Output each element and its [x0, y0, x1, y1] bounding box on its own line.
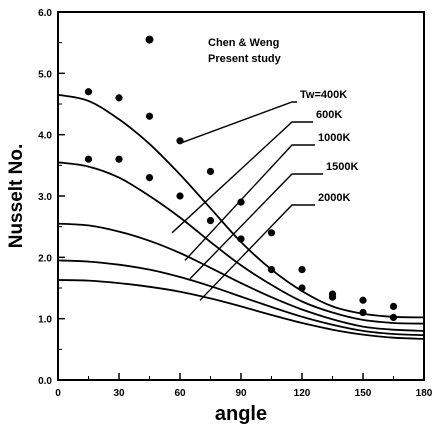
series-label: 1000K — [318, 132, 350, 144]
series-label: 2000K — [318, 192, 350, 204]
y-tick-label: 5.0 — [38, 69, 52, 80]
data-point — [145, 112, 154, 120]
y-tick-label: 2.0 — [38, 253, 52, 264]
data-point — [145, 174, 154, 182]
y-tick-label: 1.0 — [38, 315, 52, 326]
x-tick-label: 180 — [416, 388, 432, 399]
series-line — [57, 161, 425, 325]
annotation-leader — [179, 101, 297, 144]
x-tick-label: 0 — [55, 388, 61, 399]
annotation-leader — [199, 204, 315, 301]
y-tick-label: 3.0 — [38, 192, 52, 203]
series-line — [57, 259, 425, 337]
data-point — [176, 192, 184, 200]
series-label: 600K — [316, 109, 342, 121]
y-tick-label: 4.0 — [38, 131, 52, 142]
data-point — [84, 155, 93, 163]
x-tick-label: 90 — [235, 388, 247, 399]
y-axis-ticks: 0.0 1.0 2.0 3.0 4.0 5.0 6.0 — [38, 8, 65, 387]
data-point — [359, 308, 367, 317]
data-point — [389, 302, 398, 310]
x-tick-label: 120 — [294, 388, 311, 399]
series-label: Tw=400K — [300, 89, 347, 101]
data-point — [359, 296, 367, 304]
data-point — [267, 266, 276, 274]
data-point — [328, 293, 337, 301]
data-point — [176, 137, 184, 145]
data-point — [84, 88, 93, 96]
data-point — [267, 229, 276, 237]
y-tick-label: 0.0 — [38, 376, 52, 387]
scatter-points — [84, 88, 398, 322]
annotation-leader — [171, 121, 313, 234]
data-point — [206, 167, 215, 176]
series-label: 1500K — [326, 161, 358, 173]
legend-marker-circle — [145, 35, 154, 44]
x-tick-label: 30 — [113, 388, 125, 399]
y-tick-label: 6.0 — [38, 8, 52, 19]
data-point — [206, 216, 215, 225]
data-point — [115, 155, 123, 163]
data-point — [389, 313, 398, 322]
series-lines — [57, 93, 425, 340]
data-point — [237, 198, 245, 206]
legend: Chen & Weng Present study — [145, 35, 282, 65]
annotation-leader — [189, 173, 323, 280]
x-axis-title: angle — [215, 403, 267, 425]
series-line — [57, 279, 425, 340]
legend-label-chen-weng: Chen & Weng — [208, 37, 279, 49]
data-point — [115, 94, 123, 102]
legend-label-present-study: Present study — [208, 53, 282, 65]
y-axis-title: Nusselt No. — [6, 144, 27, 249]
x-tick-label: 60 — [174, 388, 186, 399]
annotation-leader — [184, 144, 315, 261]
x-tick-label: 150 — [355, 388, 372, 399]
x-axis-ticks: 0 30 60 90 120 150 180 — [55, 373, 432, 399]
series-annotations: Tw=400K 600K 1000K 1500K 2000K — [171, 89, 358, 301]
series-line — [57, 222, 425, 332]
data-point — [237, 235, 245, 243]
data-point — [298, 284, 306, 292]
plot-frame — [57, 11, 425, 381]
data-point — [298, 266, 306, 274]
